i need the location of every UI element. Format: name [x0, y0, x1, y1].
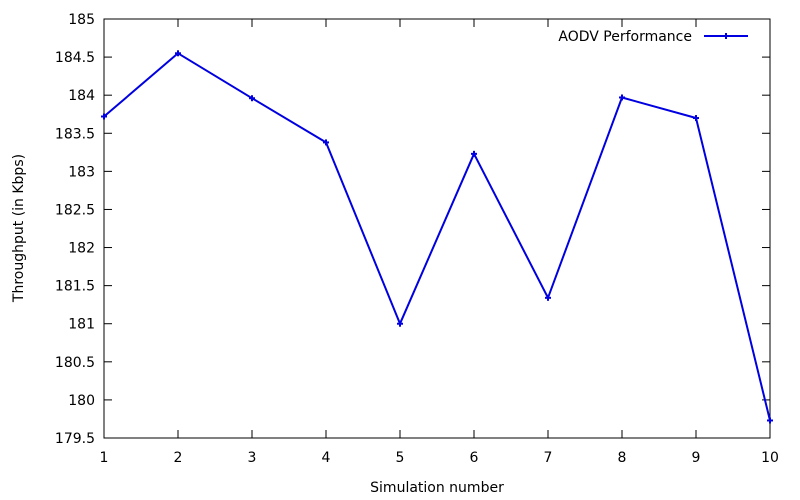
data-point-marker: [249, 95, 255, 102]
y-tick-label: 183: [68, 164, 95, 180]
x-tick-label: 9: [692, 450, 701, 466]
x-tick-label: 10: [761, 450, 779, 466]
x-tick-label: 1: [100, 450, 109, 466]
x-axis-title: Simulation number: [370, 480, 504, 496]
data-point-marker: [619, 94, 625, 101]
y-tick-label: 179.5: [55, 431, 95, 447]
data-point-marker: [175, 50, 181, 57]
legend: AODV Performance: [558, 29, 748, 45]
y-tick-label: 184.5: [55, 50, 95, 66]
y-tick-label: 180.5: [55, 355, 95, 371]
plot-frame: [103, 18, 771, 439]
series-line: [103, 52, 771, 421]
series-layer: [101, 50, 773, 424]
y-axis-title: Throughput (in Kbps): [11, 154, 27, 303]
y-tick-label: 183.5: [55, 126, 95, 142]
x-tick-label: 3: [248, 450, 257, 466]
data-point-marker: [323, 139, 329, 146]
x-tick-label: 5: [396, 450, 405, 466]
y-tick-label: 184: [68, 88, 95, 104]
x-tick-label: 4: [322, 450, 331, 466]
data-point-marker: [693, 115, 699, 122]
x-tick-label: 8: [618, 450, 627, 466]
data-point-marker: [471, 150, 477, 157]
data-point-marker: [545, 294, 551, 301]
y-tick-label: 181.5: [55, 279, 95, 295]
y-tick-label: 180: [68, 393, 95, 409]
data-point-marker: [397, 320, 403, 327]
y-tick-label: 182.5: [55, 202, 95, 218]
y-tick-label: 181: [68, 317, 95, 333]
data-point-marker: [767, 417, 773, 424]
axis-ticks: 179.5180180.5181181.5182182.5183183.5184…: [55, 12, 779, 466]
y-tick-label: 185: [68, 12, 95, 28]
x-tick-label: 2: [174, 450, 183, 466]
y-tick-label: 182: [68, 241, 95, 257]
data-point-marker: [101, 113, 107, 120]
x-tick-label: 7: [544, 450, 553, 466]
legend-label: AODV Performance: [558, 29, 692, 45]
x-tick-label: 6: [470, 450, 479, 466]
